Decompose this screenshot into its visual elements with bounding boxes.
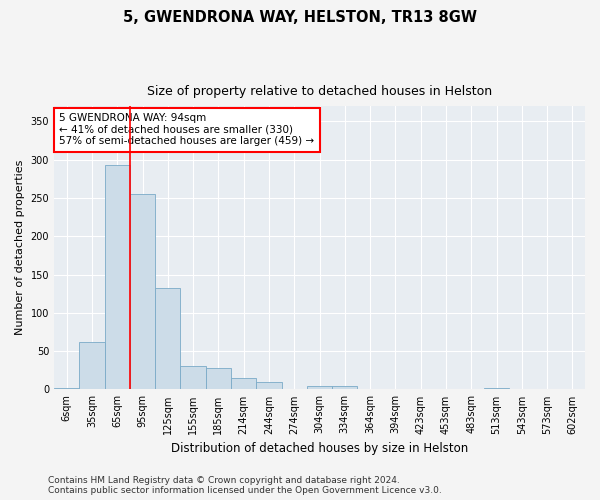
Bar — [256, 382, 281, 390]
Text: Contains HM Land Registry data © Crown copyright and database right 2024.
Contai: Contains HM Land Registry data © Crown c… — [48, 476, 442, 495]
Bar — [206, 368, 231, 390]
Title: Size of property relative to detached houses in Helston: Size of property relative to detached ho… — [147, 85, 492, 98]
Y-axis label: Number of detached properties: Number of detached properties — [15, 160, 25, 336]
Bar — [104, 165, 130, 390]
Bar — [155, 288, 181, 390]
X-axis label: Distribution of detached houses by size in Helston: Distribution of detached houses by size … — [171, 442, 468, 455]
Bar — [181, 366, 206, 390]
Bar — [54, 388, 79, 390]
Bar — [484, 388, 509, 390]
Bar — [79, 342, 104, 390]
Bar — [332, 386, 358, 390]
Text: 5, GWENDRONA WAY, HELSTON, TR13 8GW: 5, GWENDRONA WAY, HELSTON, TR13 8GW — [123, 10, 477, 25]
Bar — [130, 194, 155, 390]
Bar — [307, 386, 332, 390]
Bar — [231, 378, 256, 390]
Text: 5 GWENDRONA WAY: 94sqm
← 41% of detached houses are smaller (330)
57% of semi-de: 5 GWENDRONA WAY: 94sqm ← 41% of detached… — [59, 113, 314, 146]
